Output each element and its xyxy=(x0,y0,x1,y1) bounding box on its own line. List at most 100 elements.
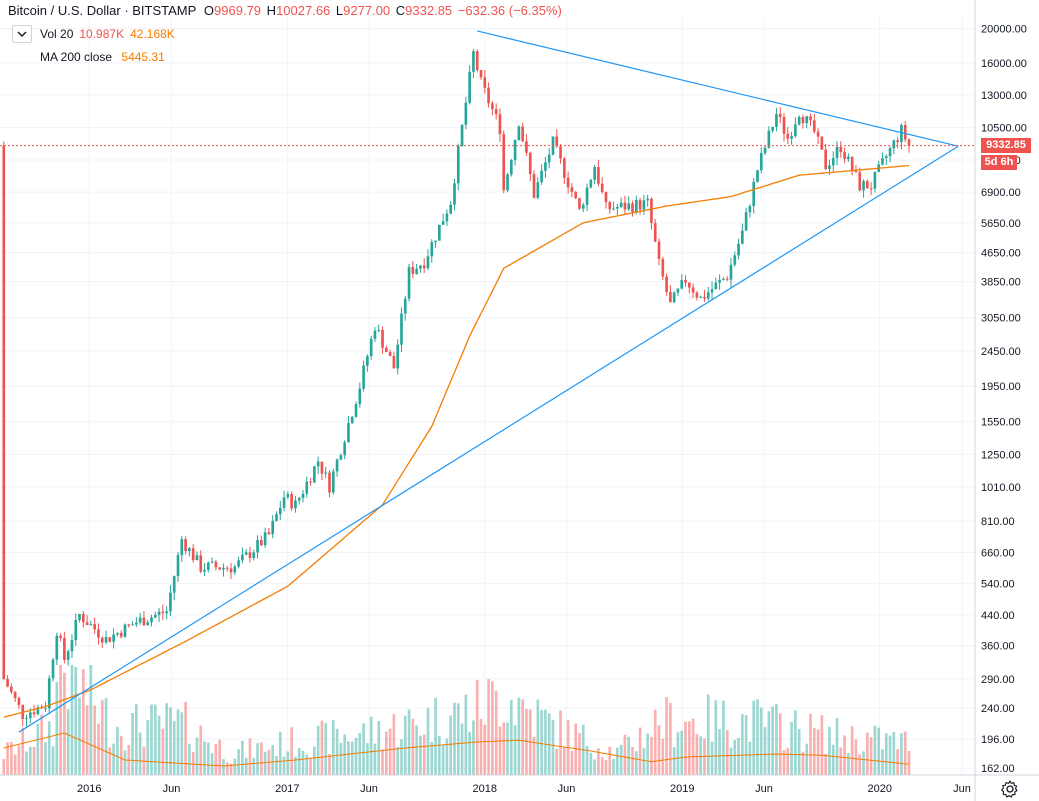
volume-bar xyxy=(108,747,112,775)
candlesticks xyxy=(2,48,911,727)
candle-body xyxy=(843,151,846,160)
candle-body xyxy=(866,181,869,189)
ma-label[interactable]: MA 200 close xyxy=(40,50,113,64)
candle-body xyxy=(108,637,112,642)
price-tick-label: 2450.00 xyxy=(981,346,1021,358)
candle-body xyxy=(589,179,593,188)
volume-bar xyxy=(350,741,354,775)
candle-body xyxy=(127,624,131,626)
volume-bar xyxy=(475,679,479,775)
collapse-legend-button[interactable] xyxy=(12,25,32,43)
candle-body xyxy=(775,113,778,127)
volume-bar xyxy=(627,736,631,775)
volume-bar xyxy=(28,746,32,775)
volume-bar xyxy=(275,755,278,775)
candle-body xyxy=(653,223,657,242)
volume-bar xyxy=(176,709,180,775)
candle-body xyxy=(241,554,244,561)
volume-bar xyxy=(112,743,115,775)
volume-bar xyxy=(419,735,422,775)
candle-body xyxy=(657,241,661,259)
volume-bar xyxy=(835,718,839,775)
candle-body xyxy=(616,207,619,209)
volume-bar xyxy=(854,739,858,775)
close-label: C xyxy=(395,3,406,18)
volume-bar xyxy=(873,725,877,775)
candle-body xyxy=(123,624,127,637)
volume-bar xyxy=(532,736,536,775)
volume-label[interactable]: Vol 20 xyxy=(40,27,74,41)
candle-body xyxy=(672,292,676,303)
volume-bar xyxy=(290,727,293,775)
candle-body xyxy=(66,651,70,660)
candle-body xyxy=(634,200,638,213)
volume-bar xyxy=(229,763,233,775)
volume-bar xyxy=(116,726,119,775)
volume-bar xyxy=(794,710,797,775)
volume-bar xyxy=(752,700,756,775)
price-tick-label: 5650.00 xyxy=(981,218,1021,230)
volume-bar xyxy=(597,748,600,775)
volume-bar xyxy=(89,665,93,775)
volume-bar xyxy=(642,748,646,775)
volume-bar xyxy=(729,747,733,775)
candle-body xyxy=(669,291,672,303)
candle-body xyxy=(176,555,180,577)
candle-body xyxy=(502,134,506,191)
candle-body xyxy=(570,187,574,192)
candle-body xyxy=(195,555,199,561)
volume-bar xyxy=(714,700,718,775)
candle-body xyxy=(460,124,464,146)
price-tick-label: 162.00 xyxy=(981,763,1015,775)
candle-body xyxy=(271,520,275,535)
volume-bar xyxy=(218,739,221,775)
volume-bar xyxy=(358,733,362,775)
candle-body xyxy=(687,282,691,288)
volume-bar xyxy=(744,715,748,775)
candle-body xyxy=(778,113,782,118)
candle-body xyxy=(6,678,9,687)
volume-bar xyxy=(169,707,172,775)
time-tick-label: 2019 xyxy=(670,783,694,795)
candle-body xyxy=(642,200,646,210)
ma-value: 5445.31 xyxy=(121,50,165,64)
candle-body xyxy=(547,154,551,163)
candle-body xyxy=(248,552,252,558)
candle-body xyxy=(184,539,187,552)
candle-body xyxy=(180,539,184,556)
candle-body xyxy=(210,561,214,563)
volume-bar xyxy=(150,704,153,775)
volume-bar xyxy=(612,759,615,775)
volume-bar xyxy=(491,681,494,775)
volume-bar xyxy=(40,714,43,775)
volume-bar xyxy=(820,715,824,775)
volume-bar xyxy=(619,744,623,775)
volume-bar xyxy=(184,701,187,775)
price-tick-label: 540.00 xyxy=(981,578,1015,590)
candle-body xyxy=(294,500,297,509)
volume-bar xyxy=(119,736,123,775)
volume-bar xyxy=(718,729,721,775)
gear-icon[interactable] xyxy=(1000,779,1020,799)
volume-bar xyxy=(294,756,297,775)
candle-body xyxy=(116,632,119,635)
candle-body xyxy=(722,278,725,280)
time-tick-label: 2016 xyxy=(77,783,101,795)
volume-bar xyxy=(445,738,449,775)
candle-body xyxy=(225,567,229,569)
candle-body xyxy=(839,146,843,152)
volume-bar xyxy=(195,737,199,775)
candle-body xyxy=(767,130,771,148)
candle-body xyxy=(59,635,62,639)
volume-bar xyxy=(778,713,782,775)
symbol-title[interactable]: Bitcoin / U.S. Dollar · BITSTAMP xyxy=(8,3,197,18)
volume-bar xyxy=(297,747,301,775)
volume-bar xyxy=(699,736,703,775)
candle-body xyxy=(36,707,40,715)
candle-body xyxy=(449,204,453,214)
volume-bar xyxy=(256,743,259,775)
volume-bar xyxy=(540,710,543,775)
candle-body xyxy=(400,313,403,345)
price-tick-label: 3850.00 xyxy=(981,277,1021,289)
